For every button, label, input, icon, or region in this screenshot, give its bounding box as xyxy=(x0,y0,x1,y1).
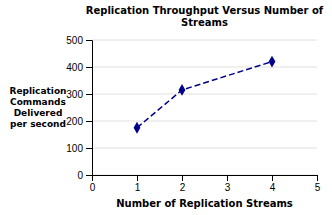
tick: 2 xyxy=(180,175,186,193)
line xyxy=(137,62,272,128)
tick: 300 xyxy=(66,89,92,100)
axis-line xyxy=(86,41,93,176)
plot: 0 1 2 3 4 5 0 100 200 300 400 500 xyxy=(66,35,320,193)
tick: 1 xyxy=(135,175,141,193)
grid xyxy=(92,40,317,175)
tick-label: 5 xyxy=(315,182,321,193)
tick-label: 300 xyxy=(66,89,83,100)
tick: 500 xyxy=(66,35,92,46)
title: Replication Throughput Versus Number ofS… xyxy=(86,5,324,28)
y-axis: 0 100 200 300 400 500 xyxy=(66,35,92,181)
x-axis: 0 1 2 3 4 5 xyxy=(90,175,321,193)
point xyxy=(134,122,141,134)
y-axis-title-line: Commands xyxy=(10,97,66,107)
marks xyxy=(134,56,276,134)
grid-line xyxy=(92,121,317,122)
tick-label: 400 xyxy=(66,62,83,73)
tick-label: 3 xyxy=(225,182,231,193)
tick-mark xyxy=(86,67,92,68)
tick-label: 200 xyxy=(66,116,83,127)
tick: 4 xyxy=(270,175,276,193)
tick: 0 xyxy=(90,175,96,193)
tick-label: 100 xyxy=(66,143,83,154)
grid-line xyxy=(92,40,317,41)
tick: 400 xyxy=(66,62,92,73)
tick: 100 xyxy=(66,143,92,154)
tick-mark xyxy=(182,175,183,181)
tick-mark xyxy=(86,94,92,95)
axis-line xyxy=(93,176,318,182)
tick-label: 0 xyxy=(90,182,96,193)
grid-line xyxy=(92,67,317,68)
title-line: Streams xyxy=(181,17,228,28)
tick-mark xyxy=(86,40,92,41)
point xyxy=(179,84,186,96)
tick: 200 xyxy=(66,116,92,127)
y-axis-title-line: per second xyxy=(10,119,66,129)
tick: 0 xyxy=(77,170,92,181)
tick-label: 4 xyxy=(270,182,276,193)
grid-line xyxy=(92,94,317,95)
tick-label: 2 xyxy=(180,182,186,193)
tick-mark xyxy=(272,175,273,181)
tick-label: 0 xyxy=(77,170,83,181)
tick-mark xyxy=(86,121,92,122)
y-axis-title-line: Replication xyxy=(9,86,66,96)
tick-mark xyxy=(86,175,92,176)
tick-mark xyxy=(137,175,138,181)
chart: 0123450100200300400500Replication Throug… xyxy=(0,0,332,215)
tick: 5 xyxy=(315,175,321,193)
grid-line xyxy=(92,148,317,149)
y-axis-title-line: Delivered xyxy=(14,108,63,118)
tick-mark xyxy=(86,148,92,149)
tick: 3 xyxy=(225,175,231,193)
x-axis-title: Number of Replication Streams xyxy=(116,198,293,209)
point xyxy=(269,56,276,68)
title-line: Replication Throughput Versus Number of xyxy=(86,5,324,16)
tick-mark xyxy=(227,175,228,181)
tick-label: 1 xyxy=(135,182,141,193)
y-axis-title: ReplicationCommandsDeliveredper second xyxy=(9,86,66,129)
tick-label: 500 xyxy=(66,35,83,46)
tick-mark xyxy=(317,175,318,181)
